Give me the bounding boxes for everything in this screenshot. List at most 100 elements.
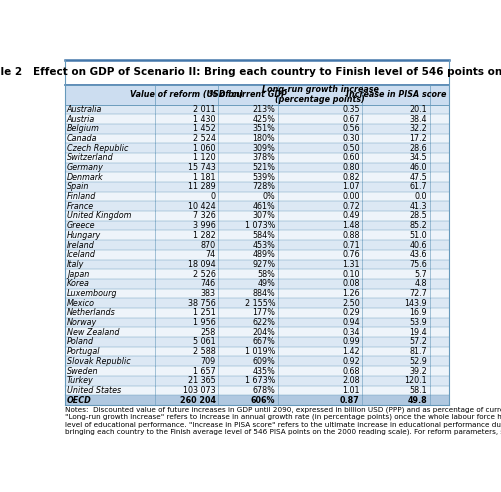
Bar (65, 230, 449, 240)
Bar (65, 347, 449, 357)
Text: 0.99: 0.99 (342, 338, 360, 346)
Text: 43.6: 43.6 (409, 250, 427, 259)
Text: 34.5: 34.5 (409, 154, 427, 162)
Text: Notes:  Discounted value of future increases in GDP until 2090, expressed in bil: Notes: Discounted value of future increa… (65, 406, 501, 435)
Bar (65, 395, 449, 405)
Text: France: France (67, 202, 94, 211)
Text: 1 673%: 1 673% (245, 376, 275, 385)
Text: Australia: Australia (67, 105, 102, 114)
Text: 85.2: 85.2 (409, 221, 427, 230)
Text: 1 282: 1 282 (193, 231, 215, 240)
Text: 0.49: 0.49 (342, 212, 360, 220)
Bar (65, 366, 449, 376)
Bar (65, 182, 449, 192)
Text: 32.2: 32.2 (409, 124, 427, 133)
Text: United States: United States (67, 386, 121, 395)
Text: Poland: Poland (67, 338, 94, 346)
Text: 15 743: 15 743 (188, 163, 215, 172)
Text: 0: 0 (210, 192, 215, 201)
Text: 0.29: 0.29 (342, 308, 360, 317)
Text: 0.71: 0.71 (342, 241, 360, 249)
Text: 2.08: 2.08 (342, 376, 360, 385)
Text: Spain: Spain (67, 183, 89, 191)
Text: 728%: 728% (252, 183, 275, 191)
Text: Sweden: Sweden (67, 367, 99, 375)
Text: 260 204: 260 204 (179, 396, 215, 404)
Text: 1 120: 1 120 (193, 154, 215, 162)
Text: 2 588: 2 588 (193, 347, 215, 356)
Bar (65, 318, 449, 327)
Bar (65, 289, 449, 298)
Bar (65, 59, 449, 85)
Text: Czech Republic: Czech Republic (67, 144, 128, 153)
Text: OECD: OECD (67, 396, 92, 404)
Text: 0.94: 0.94 (342, 318, 360, 327)
Text: Japan: Japan (67, 270, 89, 278)
Text: Canada: Canada (67, 134, 97, 143)
Text: 1.48: 1.48 (342, 221, 360, 230)
Text: 609%: 609% (253, 357, 275, 366)
Text: 0.67: 0.67 (342, 115, 360, 123)
Text: 870: 870 (200, 241, 215, 249)
Text: 2 155%: 2 155% (244, 299, 275, 308)
Text: Belgium: Belgium (67, 124, 100, 133)
Text: 46.0: 46.0 (409, 163, 427, 172)
Text: 5 061: 5 061 (193, 338, 215, 346)
Text: 0.35: 0.35 (342, 105, 360, 114)
Text: 521%: 521% (252, 163, 275, 172)
Text: 678%: 678% (253, 386, 275, 395)
Text: 1 251: 1 251 (193, 308, 215, 317)
Text: 0.72: 0.72 (342, 202, 360, 211)
Bar (65, 221, 449, 230)
Text: 1.07: 1.07 (342, 183, 360, 191)
Text: 0.08: 0.08 (342, 279, 360, 288)
Text: 0.82: 0.82 (342, 173, 360, 182)
Text: 307%: 307% (253, 212, 275, 220)
Text: 309%: 309% (253, 144, 275, 153)
Bar (65, 133, 449, 143)
Text: 49.8: 49.8 (407, 396, 427, 404)
Text: 0.50: 0.50 (342, 144, 360, 153)
Text: % of current GDP: % of current GDP (209, 90, 287, 99)
Text: Switzerland: Switzerland (67, 154, 114, 162)
Text: Hungary: Hungary (67, 231, 101, 240)
Text: 75.6: 75.6 (409, 260, 427, 269)
Text: 435%: 435% (253, 367, 275, 375)
Text: 5.7: 5.7 (414, 270, 427, 278)
Text: 0.88: 0.88 (342, 231, 360, 240)
Text: 58.1: 58.1 (409, 386, 427, 395)
Text: 52.9: 52.9 (409, 357, 427, 366)
Bar (65, 163, 449, 172)
Text: 61.7: 61.7 (409, 183, 427, 191)
Text: 7 326: 7 326 (193, 212, 215, 220)
Text: 38 756: 38 756 (188, 299, 215, 308)
Text: 0.34: 0.34 (342, 328, 360, 337)
Bar (65, 260, 449, 269)
Bar (65, 124, 449, 133)
Bar (65, 337, 449, 347)
Bar (65, 357, 449, 366)
Bar (65, 386, 449, 395)
Text: 0.56: 0.56 (342, 124, 360, 133)
Text: 74: 74 (205, 250, 215, 259)
Bar (65, 279, 449, 289)
Bar (65, 143, 449, 153)
Text: 213%: 213% (253, 105, 275, 114)
Bar (65, 201, 449, 211)
Text: 39.2: 39.2 (409, 367, 427, 375)
Bar (65, 250, 449, 260)
Text: 18 094: 18 094 (188, 260, 215, 269)
Text: 746: 746 (200, 279, 215, 288)
Bar (65, 211, 449, 221)
Text: Iceland: Iceland (67, 250, 96, 259)
Text: 28.6: 28.6 (409, 144, 427, 153)
Text: 378%: 378% (253, 154, 275, 162)
Text: 4.8: 4.8 (414, 279, 427, 288)
Text: 0.00: 0.00 (342, 192, 360, 201)
Text: 58%: 58% (258, 270, 275, 278)
Text: 10 424: 10 424 (188, 202, 215, 211)
Text: 38.4: 38.4 (409, 115, 427, 123)
Text: 177%: 177% (252, 308, 275, 317)
Text: 1 657: 1 657 (193, 367, 215, 375)
Text: 143.9: 143.9 (404, 299, 427, 308)
